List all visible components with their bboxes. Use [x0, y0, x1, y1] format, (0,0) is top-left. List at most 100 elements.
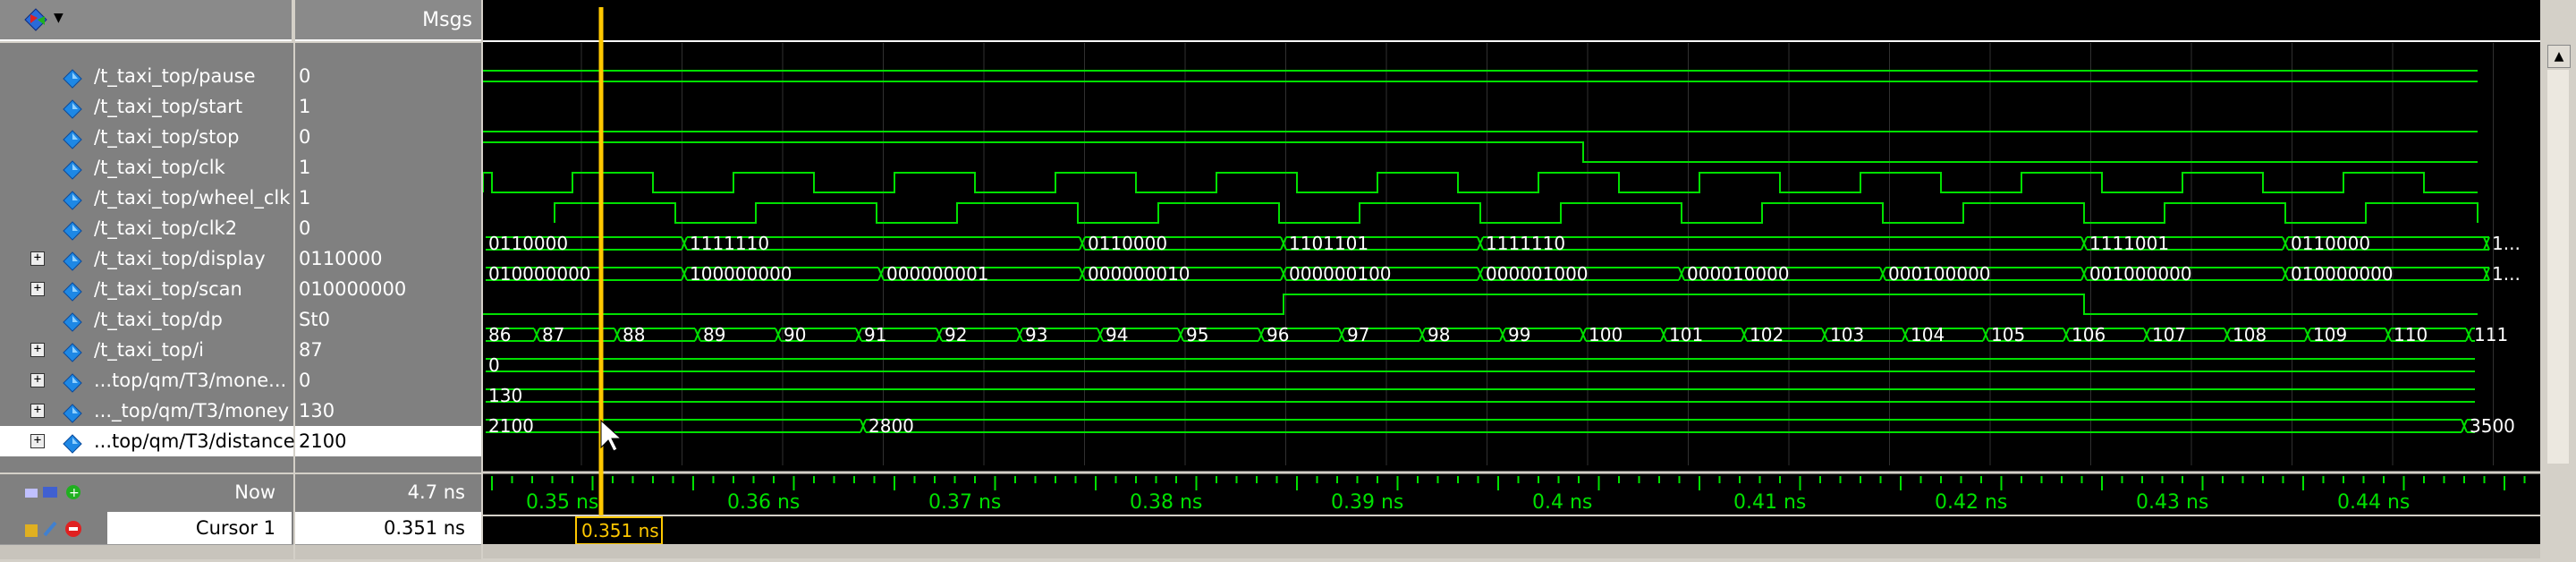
wave-trace: [855, 328, 862, 342]
signal-row[interactable]: /t_taxi_top/dp: [0, 304, 293, 335]
signal-value: 1: [299, 187, 311, 209]
bus-value: 1111110: [1486, 233, 1565, 254]
mouse-pointer-icon: [600, 419, 623, 452]
scroll-track[interactable]: [2547, 70, 2569, 464]
wave-trace: [2224, 328, 2231, 342]
signal-diamond-icon: [63, 128, 82, 149]
wave-trace: [2304, 328, 2311, 342]
wave-trace: [877, 267, 885, 281]
wave-trace: [2282, 236, 2289, 251]
signal-row[interactable]: /t_taxi_top/pause: [0, 61, 293, 91]
signal-diamond-icon: [63, 189, 82, 210]
bus-value: 94: [1106, 324, 1128, 345]
bus-value: 109: [2313, 324, 2347, 345]
bus-value: 102: [1750, 324, 1784, 345]
bus-value: 2100: [488, 415, 534, 437]
signal-value: 0110000: [299, 248, 383, 269]
bus-value: 3500: [2470, 415, 2515, 437]
expand-icon[interactable]: +: [30, 434, 45, 448]
values-status: 4.7 ns 0.351 ns: [295, 473, 481, 546]
bus-value: 000001000: [1486, 263, 1589, 285]
bus-value: 101: [1669, 324, 1703, 345]
bus-value: 100: [1589, 324, 1623, 345]
bus-value: 000000100: [1289, 263, 1392, 285]
signal-diamond-icon: [63, 250, 82, 271]
expand-icon[interactable]: +: [30, 251, 45, 266]
bus-value: 95: [1186, 324, 1208, 345]
scroll-up-icon[interactable]: ▲: [2547, 45, 2571, 68]
signal-name: /t_taxi_top/stop: [94, 126, 240, 148]
signal-row[interactable]: + ..._top/qm/T3/money: [0, 396, 293, 426]
timeline-tick-label: 0.38 ns: [1130, 491, 1202, 514]
cursor-flag-label: 0.351 ns: [581, 520, 659, 541]
wave-trace: [1338, 328, 1345, 342]
wave-trace: [2080, 267, 2088, 281]
expand-icon[interactable]: +: [30, 373, 45, 387]
signal-name: /t_taxi_top/i: [94, 339, 204, 361]
bus-value: 000000010: [1088, 263, 1191, 285]
names-hscrollbar[interactable]: [0, 544, 293, 559]
expand-icon[interactable]: +: [30, 404, 45, 418]
signal-name: /t_taxi_top/scan: [94, 278, 242, 300]
bus-value: 106: [2072, 324, 2106, 345]
wave-pane[interactable]: 0110000 1111110 0110000 1101101 1111110 11110…: [482, 0, 2566, 558]
bus-value: 86: [488, 324, 511, 345]
signal-row[interactable]: + ...top/qm/T3/distance: [0, 426, 295, 456]
expand-icon[interactable]: +: [30, 343, 45, 357]
now-label: Now: [234, 481, 275, 503]
wave-trace: [1280, 236, 1287, 251]
wave-trace: [2483, 267, 2490, 281]
cursor-flag[interactable]: [575, 516, 663, 545]
wave-trace: [483, 141, 2478, 163]
signal-value: 87: [299, 339, 323, 361]
signal-names-pane: ▼ /t_taxi_top/pause/t_taxi_top/start/t_t…: [0, 0, 295, 559]
wave-tool-icon[interactable]: [23, 7, 50, 32]
vertical-scrollbar[interactable]: ▲: [2540, 0, 2576, 558]
signal-diamond-icon: [63, 280, 82, 302]
bus-value: 99: [1508, 324, 1530, 345]
wave-trace: [681, 267, 688, 281]
bus-value: 98: [1428, 324, 1450, 345]
signal-row[interactable]: /t_taxi_top/clk: [0, 152, 293, 183]
signal-row[interactable]: + /t_taxi_top/display: [0, 243, 293, 274]
wave-hscrollbar[interactable]: [483, 544, 2540, 558]
names-status: + Now Cursor 1: [0, 473, 293, 546]
signal-row[interactable]: + /t_taxi_top/i: [0, 335, 293, 365]
wave-trace: [1016, 328, 1023, 342]
wave-trace: [681, 236, 688, 251]
signal-row[interactable]: /t_taxi_top/stop: [0, 122, 293, 152]
bus-value: 91: [864, 324, 886, 345]
wave-trace: [1079, 236, 1086, 251]
chevron-down-icon[interactable]: ▼: [54, 11, 64, 25]
wave-trace: [1902, 328, 1909, 342]
bus-value: 96: [1267, 324, 1289, 345]
bus-value: 0110000: [1088, 233, 1167, 254]
wave-trace: [1477, 267, 1484, 281]
waveform-canvas[interactable]: 0110000 1111110 0110000 1101101 1111110 11110…: [482, 0, 2566, 558]
values-hscrollbar[interactable]: [295, 544, 481, 559]
signal-diamond-icon: [63, 371, 82, 393]
signal-diamond-icon: [63, 98, 82, 119]
bus-value: 130: [488, 385, 522, 406]
wave-trace: [2465, 328, 2472, 342]
bus-value: 1111001: [2089, 233, 2169, 254]
signal-row[interactable]: + ...top/qm/T3/mone...: [0, 365, 293, 396]
status-tools-icon[interactable]: +: [23, 483, 88, 501]
timeline-tick-label: 0.35 ns: [526, 491, 598, 514]
signal-diamond-icon: [63, 432, 82, 454]
bus-value: 100000000: [690, 263, 792, 285]
bus-value: 90: [784, 324, 806, 345]
expand-icon[interactable]: +: [30, 282, 45, 296]
cursor-tools-icon[interactable]: [23, 519, 95, 539]
bus-value: 0: [488, 354, 500, 376]
signal-row[interactable]: + /t_taxi_top/scan: [0, 274, 293, 304]
bus-value: 97: [1347, 324, 1369, 345]
bus-value: 001000000: [2089, 263, 2192, 285]
wave-trace: [775, 328, 782, 342]
signal-row[interactable]: /t_taxi_top/wheel_clk: [0, 183, 293, 213]
signal-value: 130: [299, 400, 335, 422]
signal-row[interactable]: /t_taxi_top/start: [0, 91, 293, 122]
signal-row[interactable]: /t_taxi_top/clk2: [0, 213, 293, 243]
bus-value: 89: [703, 324, 725, 345]
bus-value: 88: [623, 324, 645, 345]
